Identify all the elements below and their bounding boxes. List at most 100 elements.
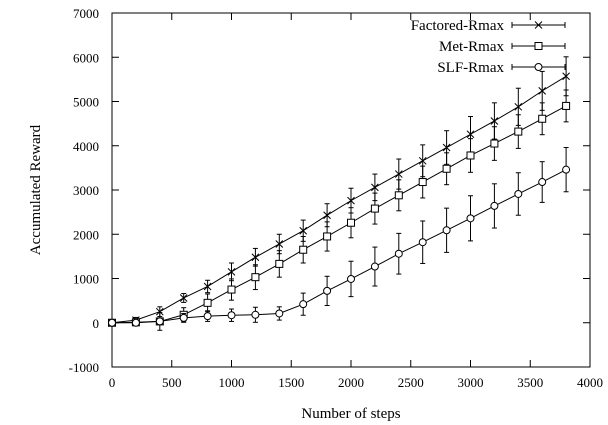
marker-stroke (251, 253, 260, 262)
data-point (562, 165, 571, 174)
marker-stroke (347, 196, 355, 205)
data-point (203, 298, 212, 307)
series-met-rmax (108, 89, 571, 331)
x-tick-label: 3000 (458, 375, 484, 390)
data-point (371, 183, 379, 192)
data-point (275, 259, 284, 268)
data-point (227, 285, 236, 294)
data-point (155, 317, 164, 326)
data-point (275, 240, 284, 248)
data-point (323, 286, 332, 295)
data-point (562, 101, 571, 110)
marker-stroke (442, 143, 451, 152)
data-point (299, 245, 308, 254)
marker-stroke (155, 307, 164, 316)
data-point (323, 211, 331, 220)
data-point (299, 226, 308, 235)
data-point (466, 214, 475, 223)
data-point (179, 294, 188, 302)
data-point (466, 151, 475, 160)
data-point (490, 139, 499, 148)
data-point (442, 143, 451, 152)
data-point (490, 201, 499, 210)
data-point (155, 307, 164, 316)
marker-stroke (514, 102, 523, 111)
axis-ticks (111, 12, 591, 368)
data-point (394, 249, 403, 258)
series-slf-rmax (108, 147, 571, 327)
tick-labels: 0 500 1000 1500 2000 2500 3000 3500 4000 -1000 0 10… (69, 6, 603, 390)
marker-stroke (534, 21, 543, 29)
y-tick-label: 3000 (73, 183, 99, 198)
data-point (251, 310, 260, 319)
y-axis-title: Accumulated Reward (28, 124, 44, 255)
data-point (203, 312, 212, 321)
data-point (418, 178, 427, 187)
data-point (251, 253, 260, 262)
marker-stroke (466, 130, 475, 139)
x-axis-title: Number of steps (301, 406, 400, 422)
data-point (394, 170, 403, 178)
data-point (442, 164, 451, 173)
marker-stroke (538, 87, 547, 95)
series-layer (108, 56, 571, 331)
data-point (131, 318, 140, 327)
legend-label: Factored-Rmax (411, 18, 505, 34)
x-tick-label: 500 (162, 375, 182, 390)
data-point (418, 156, 427, 165)
data-point (538, 178, 547, 187)
legend-marker (534, 63, 543, 71)
x-tick-label: 2500 (398, 375, 424, 390)
marker-stroke (394, 170, 403, 178)
data-point (538, 87, 547, 95)
y-tick-label: 2000 (73, 227, 99, 242)
marker-stroke (562, 72, 570, 81)
data-point (299, 300, 308, 309)
legend: Factored-Rmax Met-Rmax SLF-Rmax (411, 18, 566, 76)
marker-stroke (323, 211, 331, 220)
data-point (347, 196, 355, 205)
marker-stroke (275, 240, 284, 248)
x-tick-label: 1500 (278, 375, 304, 390)
data-point (514, 102, 523, 111)
y-tick-label: 1000 (73, 272, 99, 287)
data-point (203, 282, 212, 291)
y-tick-label: 0 (93, 316, 100, 331)
x-tick-label: 0 (109, 375, 116, 390)
legend-item: Factored-Rmax (411, 18, 566, 34)
data-point (514, 189, 523, 198)
data-point (538, 114, 547, 123)
data-point (394, 191, 403, 200)
marker-stroke (418, 156, 427, 165)
data-point (347, 218, 355, 227)
marker-stroke (203, 282, 212, 291)
legend-marker (534, 42, 543, 50)
y-tick-label: 6000 (73, 50, 99, 65)
data-point (370, 204, 379, 213)
legend-item: SLF-Rmax (437, 60, 566, 76)
x-tick-label: 3500 (517, 375, 543, 390)
x-tick-label: 1000 (219, 375, 245, 390)
data-point (323, 232, 332, 241)
legend-item: Met-Rmax (439, 39, 566, 55)
series-line (111, 105, 567, 324)
legend-label: Met-Rmax (439, 39, 504, 55)
y-tick-label: 7000 (73, 6, 99, 21)
x-tick-label: 4000 (577, 375, 603, 390)
marker-stroke (179, 294, 188, 302)
x-tick-label: 2000 (338, 375, 364, 390)
series-line (111, 75, 567, 324)
y-tick-label: 4000 (73, 139, 99, 154)
legend-marker (534, 21, 543, 29)
y-tick-label: -1000 (69, 360, 99, 375)
y-tick-label: 5000 (73, 95, 99, 110)
data-point (418, 238, 427, 247)
data-point (227, 268, 236, 276)
data-point (108, 318, 116, 327)
data-point (275, 309, 284, 318)
data-point (347, 274, 355, 283)
data-point (370, 262, 379, 271)
data-point (442, 226, 451, 235)
legend-label: SLF-Rmax (437, 60, 504, 76)
